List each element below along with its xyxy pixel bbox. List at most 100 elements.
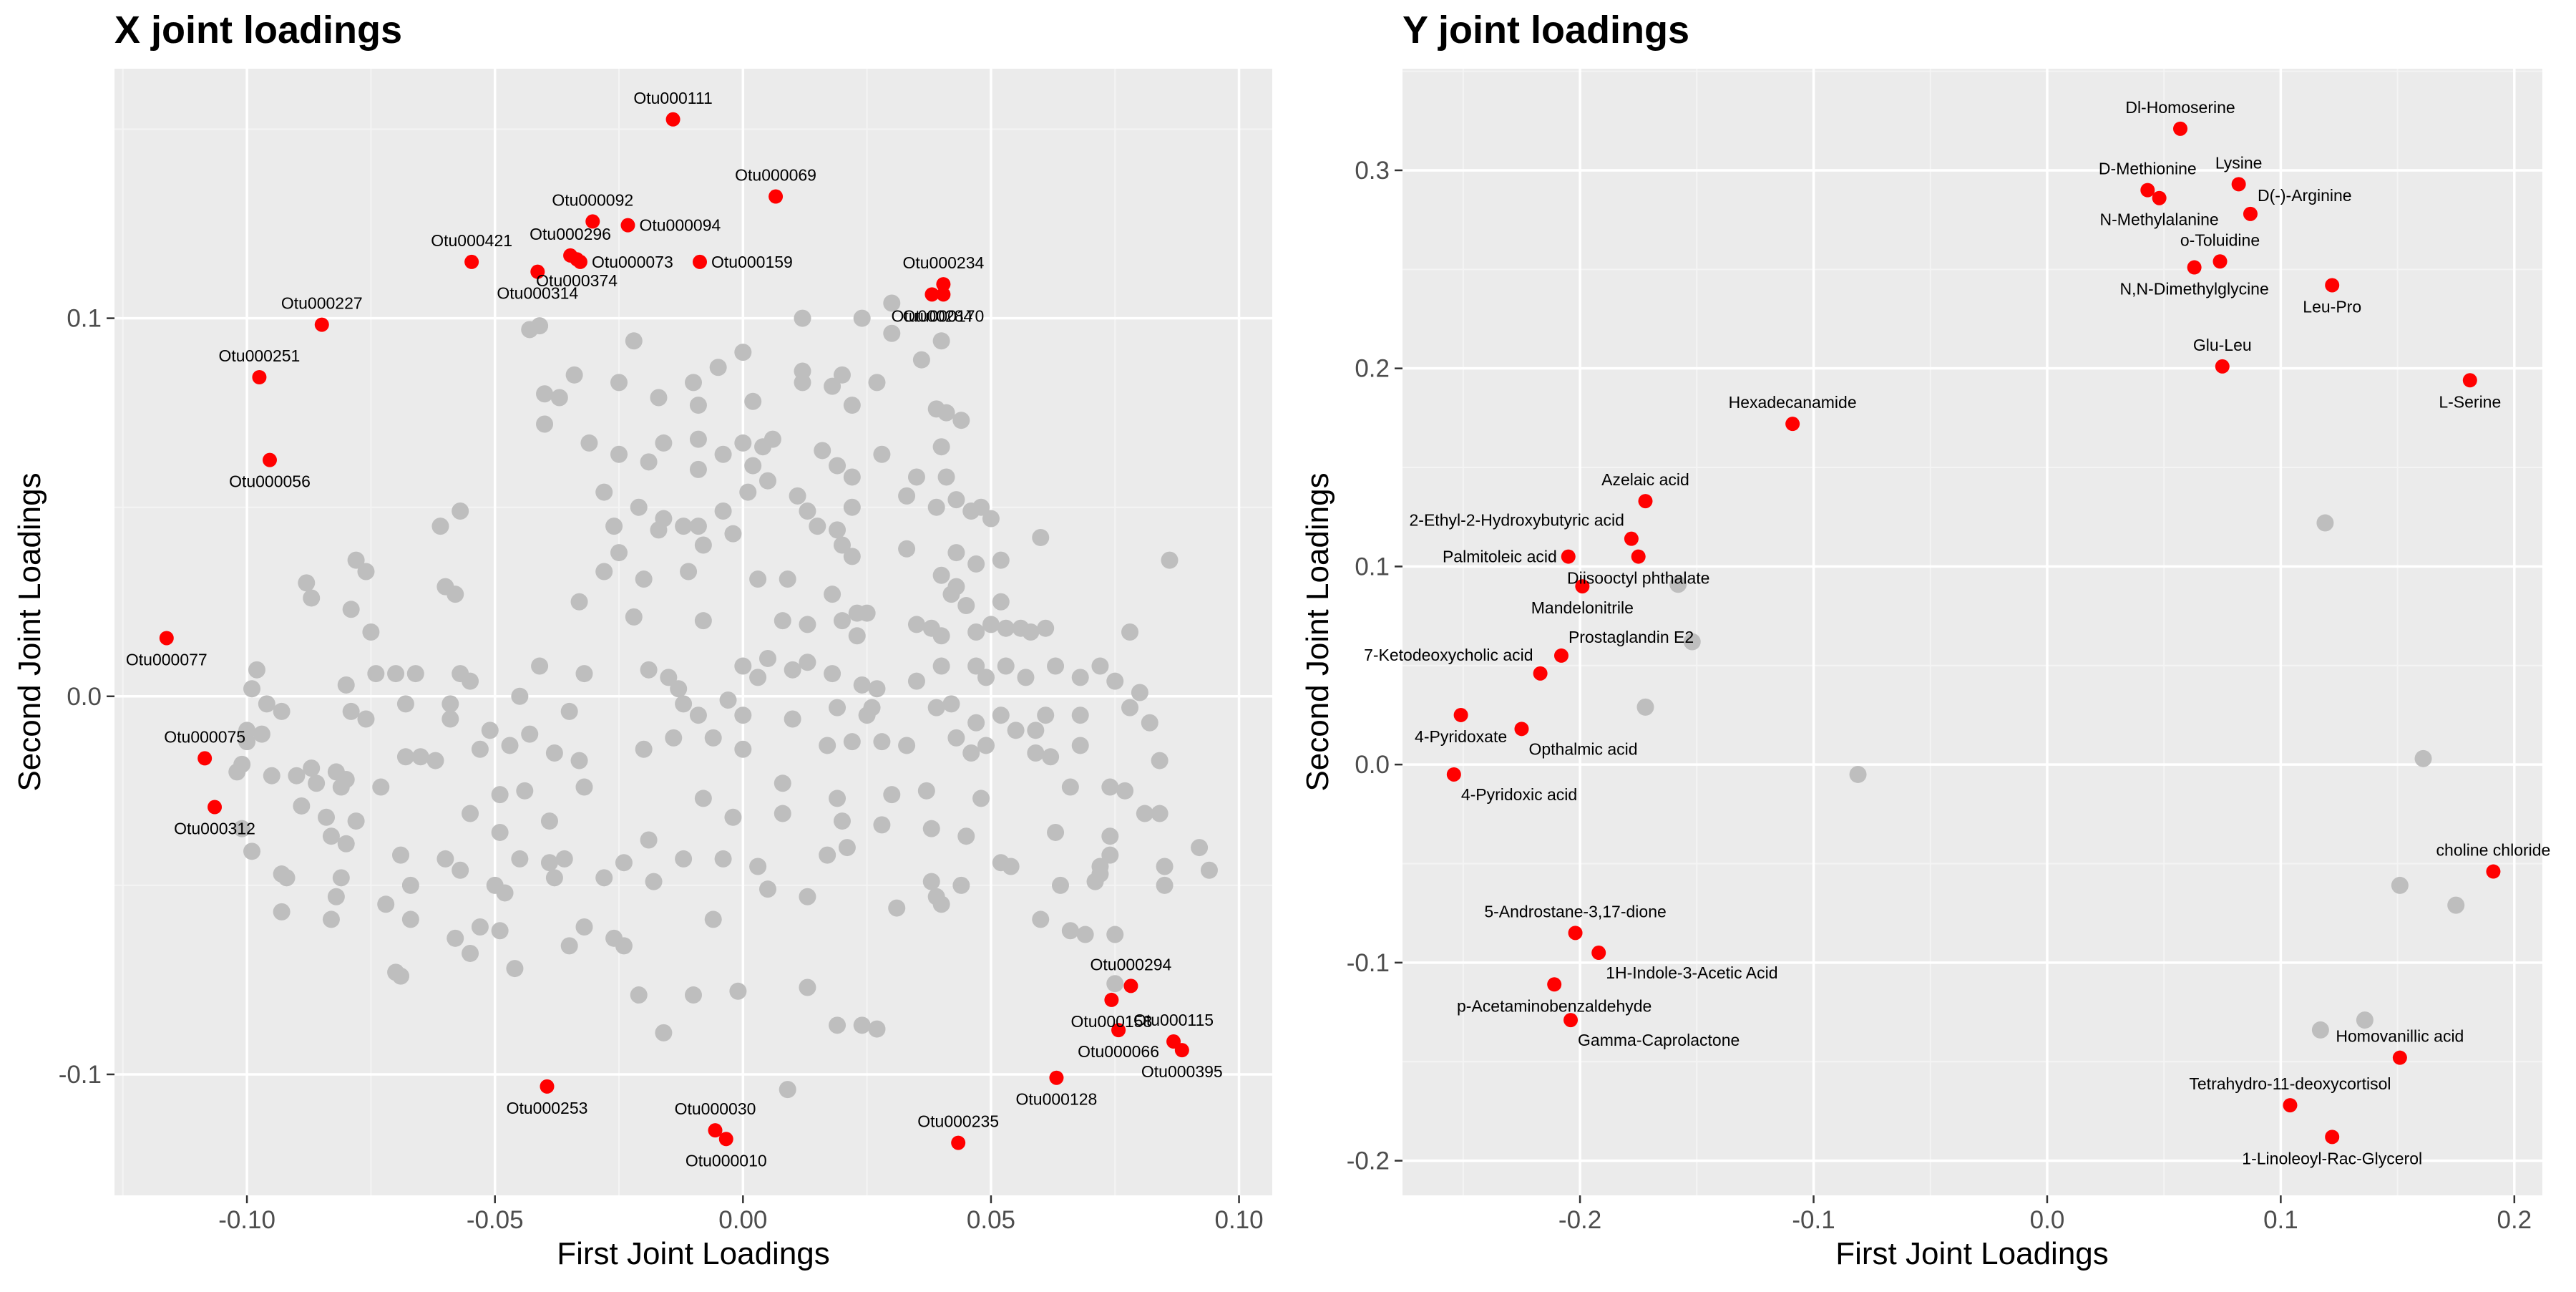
x-panel-background-point: [922, 873, 940, 890]
x-panel-background-point: [744, 392, 762, 410]
x-panel-background-point: [625, 332, 643, 350]
x-panel-title: X joint loadings: [114, 9, 402, 52]
x-panel-background-point: [694, 612, 712, 630]
x-panel-background-point: [263, 767, 280, 785]
x-panel-background-point: [441, 695, 459, 713]
x-panel-background-point: [670, 680, 688, 698]
point-diisooctyl-phthalate: [1631, 549, 1646, 564]
x-panel-background-point: [595, 483, 613, 501]
x-panel-background-point: [829, 699, 847, 717]
x-panel-background-point: [665, 729, 683, 747]
x-panel-background-point: [724, 808, 742, 826]
x-panel-background-point: [436, 850, 454, 868]
x-panel-background-point: [610, 374, 628, 392]
x-panel-background-point: [1071, 737, 1089, 754]
point-otu000158: [1104, 992, 1119, 1007]
point-otu000395: [1174, 1043, 1189, 1058]
label-otu000296: Otu000296: [530, 225, 611, 243]
x-panel-background-point: [883, 294, 901, 312]
x-panel-background-point: [917, 782, 935, 800]
point-lysine: [2231, 177, 2246, 192]
label-opthalmic-acid: Opthalmic acid: [1528, 739, 1637, 758]
x-panel-background-point: [462, 672, 479, 690]
x-panel-background-point: [501, 737, 519, 754]
x-panel-background-point: [452, 861, 469, 879]
x-panel-background-point: [967, 657, 985, 675]
label-otu000128: Otu000128: [1016, 1090, 1098, 1109]
point-tetrahydro-11-deoxycortisol: [2283, 1098, 2298, 1113]
x-panel-background-point: [1071, 669, 1089, 686]
y-panel-background-point: [2414, 749, 2432, 767]
x-panel-background-point: [754, 438, 772, 456]
x-panel-background-point: [605, 518, 623, 535]
y-panel-background-point: [2356, 1011, 2373, 1029]
x-panel-background-point: [883, 786, 901, 804]
point-otu000170: [936, 287, 951, 302]
y-panel-background-point: [1683, 633, 1701, 651]
x-panel-background-point: [794, 374, 811, 392]
label-otu000069: Otu000069: [735, 166, 816, 185]
x-panel-y-tick-label: -0.1: [59, 1061, 102, 1089]
x-panel-background-point: [1121, 623, 1139, 641]
x-panel-background-point: [907, 468, 925, 486]
x-panel-background-point: [511, 687, 529, 705]
x-panel-background-point: [680, 563, 698, 581]
x-panel-background-point: [1027, 744, 1045, 762]
x-panel-background-point: [401, 910, 419, 928]
point-homovanillic-acid: [2392, 1050, 2407, 1065]
x-panel-background-point: [932, 627, 950, 645]
label-otu000092: Otu000092: [552, 190, 633, 209]
x-panel-background-point: [452, 502, 469, 520]
point-2-ethyl-2-hydroxybutyric-acid: [1624, 531, 1639, 546]
x-panel-background-point: [1106, 672, 1124, 690]
x-panel-background-point: [308, 774, 326, 792]
x-panel-background-point: [575, 665, 593, 683]
label-d-arginine: D(-)-Arginine: [2258, 186, 2352, 205]
x-panel-background-point: [491, 786, 509, 804]
x-panel-background-point: [957, 597, 975, 615]
x-panel-background-point: [932, 895, 950, 913]
label-otu000111: Otu000111: [633, 89, 712, 107]
x-panel-background-point: [829, 1016, 847, 1034]
x-panel-background-point: [258, 695, 275, 713]
x-panel-background-point: [645, 873, 663, 890]
point-leu-pro: [2325, 278, 2340, 293]
x-panel-background-point: [575, 918, 593, 936]
y-panel-y-tick-label: 0.3: [1355, 157, 1390, 185]
x-panel-background-point: [1131, 684, 1148, 701]
x-panel-background-point: [332, 869, 350, 887]
x-panel-background-point: [962, 744, 980, 762]
x-panel-background-point: [506, 960, 524, 978]
point-otu000077: [159, 631, 174, 646]
x-panel-background-point: [441, 710, 459, 728]
x-panel-background-point: [689, 460, 707, 478]
x-panel-background-point: [1032, 910, 1050, 928]
label-otu000056: Otu000056: [229, 472, 311, 491]
x-panel-background-point: [843, 397, 861, 414]
point-otu000374: [570, 252, 585, 267]
x-panel-background-point: [337, 676, 355, 694]
x-panel-background-point: [689, 518, 707, 535]
x-panel-background-point: [1051, 876, 1069, 894]
y-panel-background-points: [1636, 514, 2465, 1039]
x-panel-background-point: [1106, 975, 1124, 993]
point-otu000010: [718, 1132, 733, 1147]
label-l-serine: L-Serine: [2439, 392, 2501, 411]
x-panel-background-point: [799, 616, 816, 633]
point-otu000253: [540, 1079, 555, 1094]
label-otu000115: Otu000115: [1133, 1011, 1214, 1029]
x-panel-background-point: [799, 654, 816, 671]
x-panel-y-axis-title: Second Joint Loadings: [12, 472, 47, 791]
x-panel-background-point: [997, 619, 1015, 637]
y-panel-background-point: [1849, 765, 1867, 783]
x-panel-background-point: [819, 737, 836, 754]
label-otu000234: Otu000234: [902, 253, 984, 272]
label-2-ethyl-2-hydroxybutyric-acid: 2-Ethyl-2-Hydroxybutyric acid: [1410, 511, 1624, 530]
x-panel-background-point: [758, 472, 776, 490]
x-panel-background-point: [1151, 805, 1169, 822]
x-panel-background-point: [824, 665, 841, 683]
x-panel-background-point: [531, 317, 549, 335]
x-panel-background-point: [243, 842, 261, 860]
x-panel-background-point: [734, 434, 752, 452]
